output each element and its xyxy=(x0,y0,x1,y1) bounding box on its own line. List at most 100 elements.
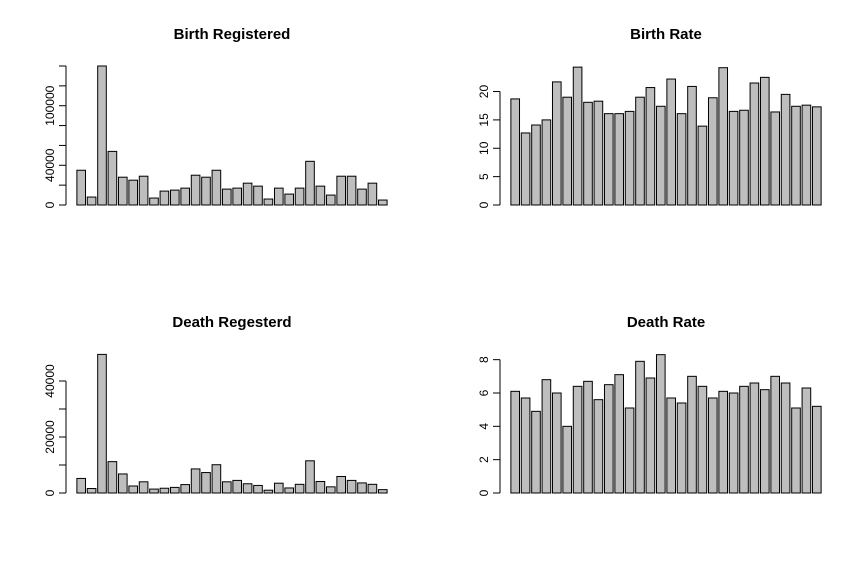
bar xyxy=(221,188,232,206)
bar xyxy=(614,374,625,494)
bar xyxy=(284,487,295,494)
bar xyxy=(791,407,801,494)
panel-death-registered: Death Regesterd 0 20000 40000 xyxy=(43,314,388,496)
bar xyxy=(180,484,191,494)
bar xyxy=(367,483,378,494)
bar xyxy=(562,425,573,494)
bar xyxy=(697,125,708,206)
bar xyxy=(149,197,159,206)
bar xyxy=(541,119,552,206)
y-tick-label: 0 xyxy=(477,201,491,208)
y-tick-label: 0 xyxy=(43,489,57,496)
bar xyxy=(718,67,729,206)
bar xyxy=(232,479,243,494)
y-tick-label: 40000 xyxy=(43,364,57,398)
bar xyxy=(201,176,211,206)
bar xyxy=(76,477,87,494)
y-tick-label: 100000 xyxy=(43,85,57,125)
bar xyxy=(86,196,97,206)
bar xyxy=(583,101,593,206)
bar xyxy=(294,483,305,494)
bar xyxy=(624,407,635,494)
bar xyxy=(593,399,604,494)
bar xyxy=(253,484,263,494)
bar xyxy=(645,87,656,206)
bar xyxy=(749,382,760,494)
bar xyxy=(541,379,552,494)
bar xyxy=(263,489,274,494)
bar xyxy=(791,105,801,206)
bar xyxy=(159,487,170,494)
y-tick-label: 4 xyxy=(477,423,491,430)
bar xyxy=(138,175,149,206)
bar xyxy=(583,380,593,494)
bar xyxy=(377,489,388,494)
bar xyxy=(346,175,357,206)
bar xyxy=(263,198,274,206)
bar xyxy=(211,464,222,494)
bar xyxy=(520,397,531,494)
bar xyxy=(97,65,107,206)
bar xyxy=(759,389,770,494)
bar xyxy=(603,384,614,494)
y-tick-label: 5 xyxy=(477,173,491,180)
bar xyxy=(367,182,378,206)
y-tick-label: 20 xyxy=(477,85,491,99)
bar xyxy=(551,392,562,494)
bar xyxy=(284,193,295,206)
bar xyxy=(169,486,180,494)
bar xyxy=(739,109,749,206)
bar xyxy=(149,488,159,494)
bar xyxy=(572,66,583,206)
bar xyxy=(780,93,791,206)
bar xyxy=(645,377,656,494)
chart-title: Birth Registered xyxy=(174,26,291,43)
bar xyxy=(687,375,697,494)
bar xyxy=(357,482,367,494)
bar xyxy=(624,110,635,206)
y-tick-label: 8 xyxy=(477,356,491,363)
bar xyxy=(593,100,604,206)
bar xyxy=(242,483,253,494)
bar xyxy=(305,460,315,494)
bar xyxy=(253,185,263,206)
bar xyxy=(107,461,118,494)
bar xyxy=(315,481,326,494)
bar xyxy=(336,175,347,206)
bar xyxy=(718,390,729,494)
bar xyxy=(676,402,687,494)
bar xyxy=(86,488,97,494)
bar xyxy=(687,85,697,206)
bar xyxy=(801,104,812,206)
bar xyxy=(273,187,284,206)
y-tick-label: 40000 xyxy=(43,148,57,182)
bar xyxy=(169,189,180,206)
bar xyxy=(551,81,562,206)
bar xyxy=(128,179,139,206)
bar xyxy=(128,485,139,494)
bar xyxy=(666,397,677,494)
panel-birth-rate: Birth Rate 0 5 10 15 20 xyxy=(477,26,822,208)
bar xyxy=(739,385,749,494)
bar xyxy=(117,176,128,206)
bar xyxy=(676,113,687,206)
chart-title: Death Regesterd xyxy=(172,314,291,331)
bar xyxy=(76,169,87,206)
bar xyxy=(562,96,573,206)
bar xyxy=(294,187,305,206)
chart-title: Death Rate xyxy=(627,314,705,331)
bar xyxy=(377,199,388,206)
bar xyxy=(531,124,541,206)
bar xyxy=(770,375,781,494)
bar xyxy=(707,97,718,206)
bar xyxy=(520,132,531,206)
bar xyxy=(357,188,367,206)
bar xyxy=(138,481,149,494)
bar xyxy=(770,111,781,206)
bar xyxy=(201,472,211,494)
bar xyxy=(697,385,708,494)
y-tick-label: 0 xyxy=(477,489,491,496)
bar xyxy=(242,182,253,206)
bar xyxy=(759,76,770,206)
